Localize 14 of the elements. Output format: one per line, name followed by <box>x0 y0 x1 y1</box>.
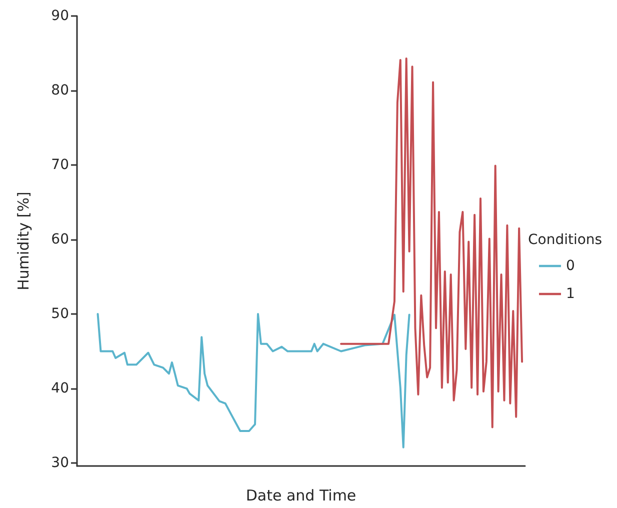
y-tick-label: 80 <box>51 82 69 99</box>
y-axis-title: Humidity [%] <box>14 192 32 290</box>
y-tick-label: 50 <box>51 306 69 322</box>
legend-label: 1 <box>566 286 575 302</box>
legend-label: 0 <box>566 258 575 274</box>
line-series <box>96 313 410 448</box>
x-axis-title: Date and Time <box>246 486 356 504</box>
y-tick-label: 90 <box>51 8 69 24</box>
y-tick-label: 40 <box>51 380 69 397</box>
legend-title: Conditions <box>528 232 602 248</box>
y-tick-label: 30 <box>51 455 69 472</box>
y-tick-label: 70 <box>51 157 69 174</box>
line-series <box>340 57 524 428</box>
y-tick-label: 60 <box>51 232 69 248</box>
